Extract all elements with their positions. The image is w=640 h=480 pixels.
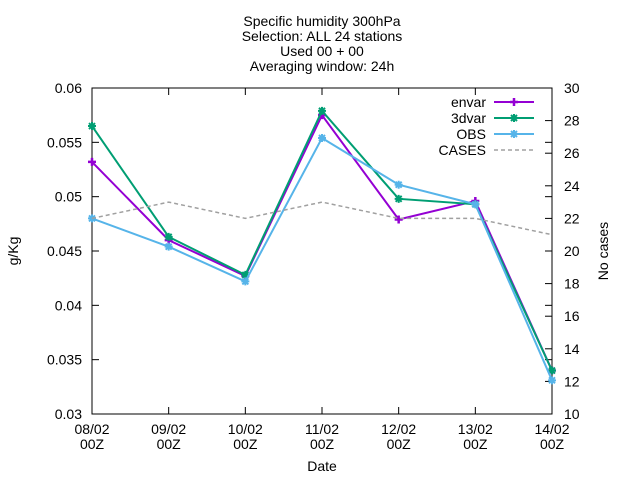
x-tick-label: 00Z xyxy=(157,436,182,452)
data-point xyxy=(548,366,556,375)
series-obs xyxy=(88,133,556,385)
data-point xyxy=(318,106,326,115)
x-tick-label: 10/02 xyxy=(228,421,263,437)
y2-tick-label: 12 xyxy=(564,373,580,389)
y-tick-label: 0.045 xyxy=(47,243,82,259)
series-line xyxy=(91,201,553,236)
legend-label: CASES xyxy=(439,142,486,158)
legend-marker xyxy=(510,130,518,138)
x-axis-label: Date xyxy=(307,458,337,474)
y2-tick-label: 10 xyxy=(564,406,580,422)
y2-tick-label: 14 xyxy=(564,341,580,357)
x-tick-label: 13/02 xyxy=(458,421,493,437)
y2-tick-label: 30 xyxy=(564,80,580,96)
legend-label: 3dvar xyxy=(451,110,486,126)
y2-axis-label: No cases xyxy=(595,222,611,280)
x-tick-label: 00Z xyxy=(540,436,565,452)
data-point xyxy=(241,270,250,279)
y-axis-right: 10 12 14 16 18 20 22 24 26 28 30 xyxy=(545,80,580,422)
data-point xyxy=(394,180,403,189)
y-tick-label: 0.03 xyxy=(55,406,82,422)
data-point xyxy=(318,133,326,142)
y-tick-label: 0.05 xyxy=(55,189,82,205)
title-line: Specific humidity 300hPa xyxy=(243,13,400,29)
legend-label: envar xyxy=(451,94,486,110)
y-tick-label: 0.055 xyxy=(47,134,82,150)
data-point xyxy=(164,242,173,251)
y-tick-label: 0.06 xyxy=(55,80,82,96)
title-line: Used 00 + 00 xyxy=(280,43,364,59)
y2-tick-label: 16 xyxy=(564,308,580,324)
data-point xyxy=(471,200,480,209)
x-tick-label: 00Z xyxy=(387,436,412,452)
legend-marker xyxy=(510,114,518,122)
data-point xyxy=(241,277,250,286)
data-point xyxy=(164,232,173,241)
x-tick-label: 00Z xyxy=(80,436,105,452)
data-point xyxy=(394,215,403,224)
y-tick-label: 0.04 xyxy=(55,297,82,313)
x-tick-label: 09/02 xyxy=(151,421,186,437)
y2-tick-label: 24 xyxy=(564,178,580,194)
y-axis-left: 0.03 0.035 0.04 0.045 0.05 0.055 0.06 xyxy=(47,80,552,422)
title-line: Selection: ALL 24 stations xyxy=(242,28,403,44)
x-tick-label: 12/02 xyxy=(381,421,416,437)
x-tick-label: 00Z xyxy=(310,436,335,452)
y2-tick-label: 20 xyxy=(564,243,580,259)
title-line: Averaging window: 24h xyxy=(250,58,395,74)
data-point xyxy=(394,194,403,203)
y2-tick-label: 22 xyxy=(564,210,580,226)
y-tick-label: 0.035 xyxy=(47,352,82,368)
series-cases xyxy=(91,201,553,236)
series-line xyxy=(91,136,553,381)
x-tick-label: 11/02 xyxy=(305,421,339,437)
y2-tick-label: 28 xyxy=(564,113,580,129)
series-group xyxy=(88,106,556,385)
x-tick-label: 08/02 xyxy=(74,421,109,437)
y2-tick-label: 26 xyxy=(564,145,580,161)
x-tick-label: 00Z xyxy=(463,436,488,452)
x-tick-label: 00Z xyxy=(233,436,258,452)
data-point xyxy=(88,157,96,166)
data-point xyxy=(548,376,556,385)
y2-tick-label: 18 xyxy=(564,276,580,292)
data-point xyxy=(88,122,96,131)
x-tick-label: 14/02 xyxy=(534,421,569,437)
legend-marker xyxy=(510,98,518,106)
x-axis: 08/0200Z09/0200Z10/0200Z11/0200Z12/0200Z… xyxy=(74,88,570,452)
legend-label: OBS xyxy=(456,126,486,142)
y-axis-label: g/Kg xyxy=(5,237,21,266)
